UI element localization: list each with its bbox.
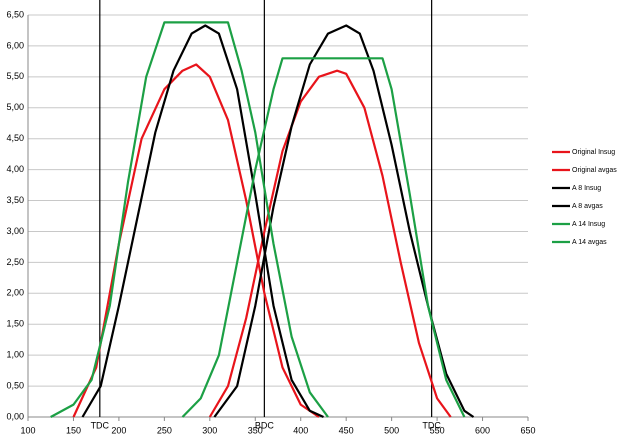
legend-label: A 8 avgas [572,203,603,210]
series-line [81,24,324,419]
x-tick-label: 500 [384,425,399,435]
y-tick-label: 4,50 [6,133,24,143]
y-tick-label: 1,50 [6,319,24,329]
y-tick-label: 3,50 [6,195,24,205]
y-tick-label: 0,00 [6,411,24,421]
series-line [213,24,475,418]
x-tick-label: 200 [111,425,126,435]
y-tick-label: 2,00 [6,288,24,298]
x-tick-label: 650 [520,425,535,435]
x-tick-label: 350 [248,425,263,435]
y-tick-label: 4,00 [6,164,24,174]
legend-label: Original avgas [572,167,617,174]
y-tick-label: 1,00 [6,350,24,360]
x-tick-label: 150 [66,425,81,435]
x-tick-label: 450 [339,425,354,435]
y-tick-label: 0,50 [6,380,24,390]
marker-label: TDC [422,420,441,430]
series-line [208,69,452,418]
x-tick-label: 550 [430,425,445,435]
marker-label: TDC [91,420,110,430]
y-tick-label: 6,50 [6,9,24,19]
marker-label: BDC [255,420,275,430]
y-tick-label: 6,00 [6,40,24,50]
series-line [72,63,320,418]
legend-label: Original Insug [572,149,615,156]
x-tick-label: 300 [202,425,217,435]
series-line [181,57,466,418]
y-tick-label: 3,00 [6,226,24,236]
y-tick-label: 2,50 [6,257,24,267]
x-tick-label: 600 [475,425,490,435]
x-tick-label: 400 [293,425,308,435]
legend-label: A 8 Insug [572,185,601,192]
x-tick-label: 250 [157,425,172,435]
legend-label: A 14 Insug [572,221,605,228]
series-line [50,21,329,418]
y-tick-label: 5,50 [6,71,24,81]
y-tick-label: 5,00 [6,102,24,112]
x-tick-label: 100 [20,425,35,435]
legend-label: A 14 avgas [572,239,607,246]
